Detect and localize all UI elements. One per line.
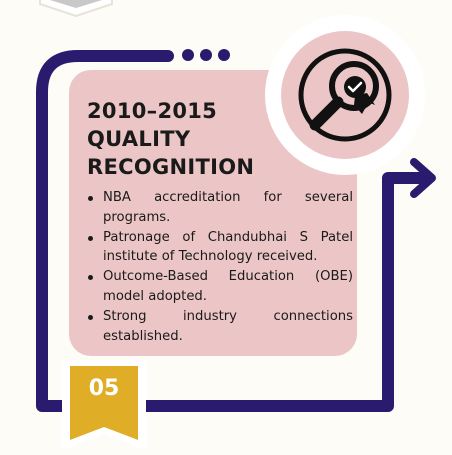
list-item: Strong industry connections established. <box>83 307 353 347</box>
milestone-title: QUALITY RECOGNITION <box>87 127 255 179</box>
list-item: NBA accreditation for several programs. <box>83 188 353 228</box>
milestone-year: 2010–2015 <box>87 99 218 123</box>
step-number: 05 <box>88 376 120 401</box>
connector-dot <box>218 49 230 61</box>
icon-badge-inner <box>281 31 409 159</box>
list-item: Outcome-Based Education (OBE) model adop… <box>83 267 353 307</box>
milestone-bullet-list: NBA accreditation for several programs. … <box>83 188 353 346</box>
connector-dot <box>200 49 212 61</box>
step-number-badge: 05 <box>60 360 148 452</box>
connector-dot <box>182 49 194 61</box>
previous-step-badge-tail <box>39 0 113 18</box>
list-item: Patronage of Chandubhai S Patel institut… <box>83 228 353 268</box>
icon-badge <box>265 15 425 175</box>
magnifier-award-icon <box>298 48 392 142</box>
